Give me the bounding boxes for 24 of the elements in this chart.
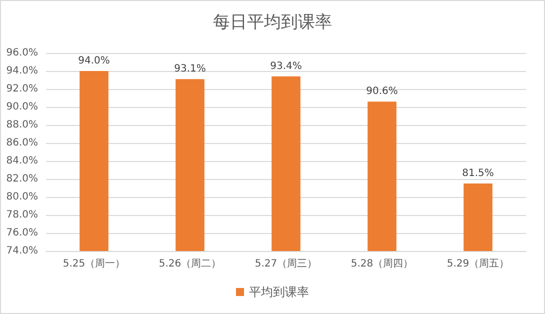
- y-tick-label: 92.0%: [6, 84, 38, 94]
- data-label: 93.1%: [174, 64, 206, 75]
- y-tick-label: 80.0%: [6, 192, 38, 202]
- x-tick-label: 5.28（周四）: [350, 258, 414, 270]
- y-tick-label: 74.0%: [6, 246, 38, 256]
- x-tick-label: 5.25（周一）: [62, 258, 126, 270]
- y-tick-label: 82.0%: [6, 174, 38, 184]
- y-tick-label: 86.0%: [6, 138, 38, 148]
- y-tick-label: 78.0%: [6, 210, 38, 220]
- y-tick-label: 96.0%: [6, 48, 38, 58]
- data-label: 94.0%: [78, 56, 110, 66]
- data-label: 90.6%: [366, 86, 398, 98]
- data-label: 81.5%: [462, 168, 494, 179]
- data-label: 93.4%: [270, 60, 302, 72]
- y-tick-label: 94.0%: [6, 66, 38, 76]
- x-tick-label: 5.26（周二）: [158, 258, 222, 270]
- y-tick-label: 76.0%: [6, 228, 38, 238]
- x-tick-label: 5.27（周三）: [254, 258, 318, 270]
- chart-title: 每日平均到课率: [213, 12, 332, 32]
- x-tick-label: 5.29（周五）: [446, 258, 510, 270]
- y-tick-label: 88.0%: [6, 120, 38, 130]
- y-tick-label: 84.0%: [6, 156, 38, 166]
- legend-label: 平均到课率: [249, 285, 309, 299]
- y-tick-label: 90.0%: [6, 102, 38, 112]
